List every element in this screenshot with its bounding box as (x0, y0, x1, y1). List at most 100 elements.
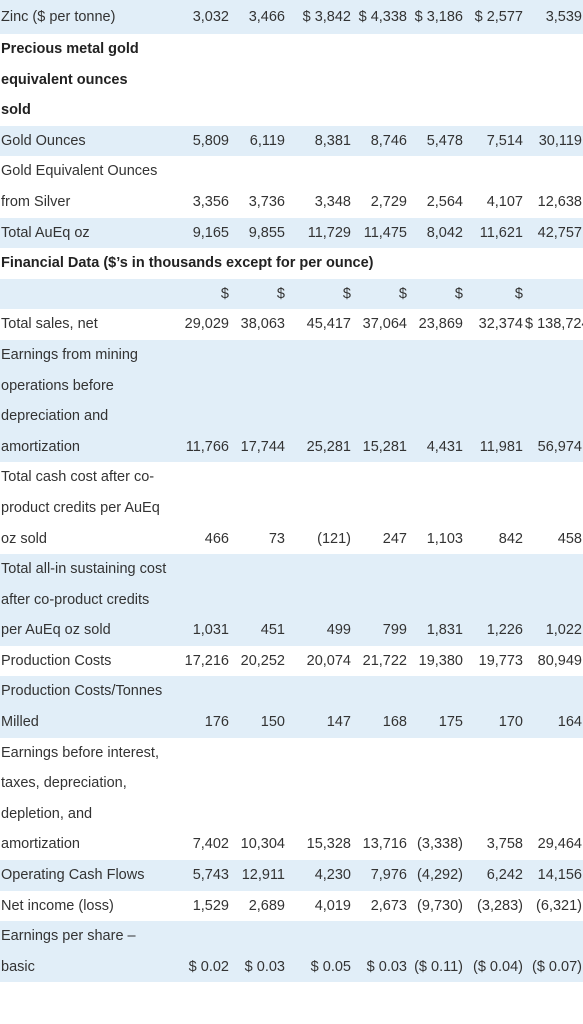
table-cell: 4,107 (464, 156, 524, 218)
table-cell: 7,976 (352, 860, 408, 891)
table-row: Total all-in sustaining cost after co-pr… (0, 554, 583, 646)
table-cell: 3,758 (464, 737, 524, 861)
table-cell: 170 (464, 676, 524, 738)
table-cell: 2,729 (352, 156, 408, 218)
table-cell: 19,773 (464, 645, 524, 677)
table-cell: 73 (230, 462, 286, 555)
row-label: Earnings per share – basic (0, 921, 174, 983)
table-cell: 176 (174, 676, 230, 738)
table-row: Operating Cash Flows 5,743 12,911 4,230 7,97… (0, 860, 583, 891)
table-row: Gold Equivalent Ounces from Silver 3,356 3… (0, 156, 583, 218)
table-cell: 451 (230, 554, 286, 646)
table-cell: 458 (524, 462, 583, 555)
table-cell: 20,074 (286, 645, 352, 677)
table-cell: 38,063 (230, 309, 286, 340)
table-cell: 11,475 (352, 217, 408, 249)
table-cell: ($ 0.11) (408, 921, 464, 983)
table-cell: 842 (464, 462, 524, 555)
section-header: Financial Data ($’s in thousands except … (0, 248, 583, 279)
table-cell: (121) (286, 462, 352, 555)
table-cell: 10,304 (230, 737, 286, 861)
table-cell: 12,638 (524, 156, 583, 218)
row-label: Production Costs/Tonnes Milled (0, 676, 174, 738)
table-row: Earnings per share – basic $ 0.02 $ 0.03 $ … (0, 921, 583, 983)
row-label: Earnings from mining operations before d… (0, 339, 174, 463)
table-cell: 1,831 (408, 554, 464, 646)
table-cell: 147 (286, 676, 352, 738)
table-cell: 2,689 (230, 890, 286, 922)
table-cell: (4,292) (408, 860, 464, 891)
table-row: Earnings from mining operations before d… (0, 339, 583, 463)
table-cell: 15,328 (286, 737, 352, 861)
table-cell: 2,673 (352, 890, 408, 922)
table-cell: 14,156 (524, 860, 583, 891)
table-cell: 20,252 (230, 645, 286, 677)
table-cell: 150 (230, 676, 286, 738)
table-cell: 1,103 (408, 462, 464, 555)
table-cell: 799 (352, 554, 408, 646)
table-cell: 164 (524, 676, 583, 738)
table-cell: 4,431 (408, 339, 464, 463)
table-cell: $ (230, 278, 286, 310)
table-cell: 3,032 (174, 0, 230, 34)
table-cell: $ 0.02 (174, 921, 230, 983)
financial-table: Zinc ($ per tonne) 3,032 3,466 $ 3,842 $ 4,3… (0, 0, 583, 983)
table-cell: 1,226 (464, 554, 524, 646)
table-cell: 6,242 (464, 860, 524, 891)
table-cell: 23,869 (408, 309, 464, 340)
table-cell: 13,716 (352, 737, 408, 861)
section-header-row: Financial Data ($’s in thousands except … (0, 248, 583, 279)
table-cell: $ 3,186 (408, 0, 464, 34)
table-cell: 29,029 (174, 309, 230, 340)
table-cell: ($ 0.04) (464, 921, 524, 983)
table-cell: (3,283) (464, 890, 524, 922)
table-cell: 5,478 (408, 125, 464, 157)
table-row: Production Costs/Tonnes Milled 176 150 147 1… (0, 676, 583, 738)
row-label: Total all-in sustaining cost after co-pr… (0, 554, 174, 646)
row-label: Production Costs (0, 645, 174, 677)
table-cell: 25,281 (286, 339, 352, 463)
table-cell: 175 (408, 676, 464, 738)
table-cell: 12,911 (230, 860, 286, 891)
row-label: Total cash cost after co-product credits… (0, 462, 174, 555)
table-cell: 1,022 (524, 554, 583, 646)
row-label: Earnings before interest, taxes, depreci… (0, 737, 174, 861)
table-cell: 247 (352, 462, 408, 555)
table-cell: (9,730) (408, 890, 464, 922)
table-row: Total cash cost after co-product credits… (0, 462, 583, 555)
table-row: Zinc ($ per tonne) 3,032 3,466 $ 3,842 $ 4,3… (0, 0, 583, 34)
table-cell: (3,338) (408, 737, 464, 861)
table-cell: 30,119 (524, 125, 583, 157)
table-cell: 11,729 (286, 217, 352, 249)
table-cell: 2,564 (408, 156, 464, 218)
table-cell: 4,230 (286, 860, 352, 891)
table-cell: 8,381 (286, 125, 352, 157)
table-cell: 32,374 (464, 309, 524, 340)
table-cell: 80,949 (524, 645, 583, 677)
table-cell: $ (286, 278, 352, 310)
table-cell: 7,514 (464, 125, 524, 157)
table-cell: 499 (286, 554, 352, 646)
table-cell: 168 (352, 676, 408, 738)
table-cell: $ 138,724 (524, 309, 583, 340)
row-label: Total sales, net (0, 309, 174, 340)
row-label: Gold Equivalent Ounces from Silver (0, 156, 174, 218)
table-cell: 5,743 (174, 860, 230, 891)
table-cell: 1,031 (174, 554, 230, 646)
row-label: Total AuEq oz (0, 217, 174, 249)
table-cell: 3,356 (174, 156, 230, 218)
table-row: Total AuEq oz 9,165 9,855 11,729 11,475 8,042… (0, 217, 583, 249)
table-cell: 4,019 (286, 890, 352, 922)
table-row: Production Costs 17,216 20,252 20,074 21,722… (0, 645, 583, 677)
table-cell: 42,757 (524, 217, 583, 249)
table-cell: 3,539 (524, 0, 583, 34)
table-cell: (6,321) (524, 890, 583, 922)
table-cell: 56,974 (524, 339, 583, 463)
table-cell (524, 278, 583, 310)
table-row: Earnings before interest, taxes, depreci… (0, 737, 583, 861)
table-cell: 1,529 (174, 890, 230, 922)
table-cell: $ 4,338 (352, 0, 408, 34)
table-cell: 5,809 (174, 125, 230, 157)
table-cell: 3,348 (286, 156, 352, 218)
table-cell: 3,736 (230, 156, 286, 218)
